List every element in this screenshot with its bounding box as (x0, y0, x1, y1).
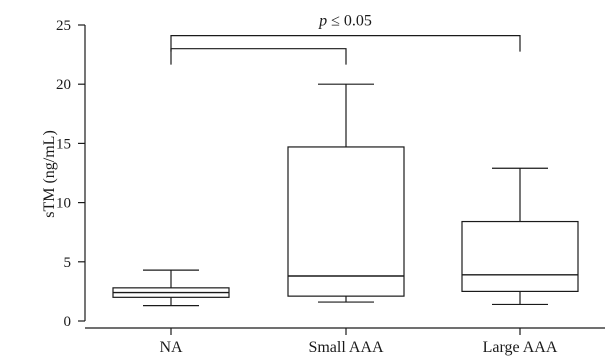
interquartile-box (287, 146, 405, 297)
x-category-label: Large AAA (483, 339, 558, 356)
p-threshold: ≤ 0.05 (327, 13, 372, 30)
y-axis-title: sTM (ng/mL) (41, 130, 58, 218)
p-symbol: p (318, 13, 327, 30)
y-tick-label: 0 (64, 314, 72, 330)
x-category-label: NA (159, 339, 183, 356)
y-tick-label: 25 (56, 18, 71, 34)
significance-label: p ≤ 0.05 (318, 13, 372, 30)
y-axis: 0 5 10 15 20 25 (56, 18, 86, 330)
y-tick-label: 15 (56, 136, 71, 152)
significance-bracket (170, 35, 521, 52)
significance-annotation: p ≤ 0.05 (170, 13, 521, 65)
box-small-aaa (287, 83, 405, 303)
significance-bracket (170, 48, 347, 65)
interquartile-box (461, 220, 579, 293)
x-axis: NA Small AAA Large AAA (85, 327, 605, 356)
y-tick-label: 5 (64, 255, 72, 271)
x-category-label: Small AAA (308, 339, 384, 356)
box-large-aaa (461, 167, 579, 306)
box-na (112, 269, 230, 307)
y-tick-label: 20 (56, 77, 71, 93)
box-series (112, 83, 579, 307)
y-tick-label: 10 (56, 196, 71, 212)
